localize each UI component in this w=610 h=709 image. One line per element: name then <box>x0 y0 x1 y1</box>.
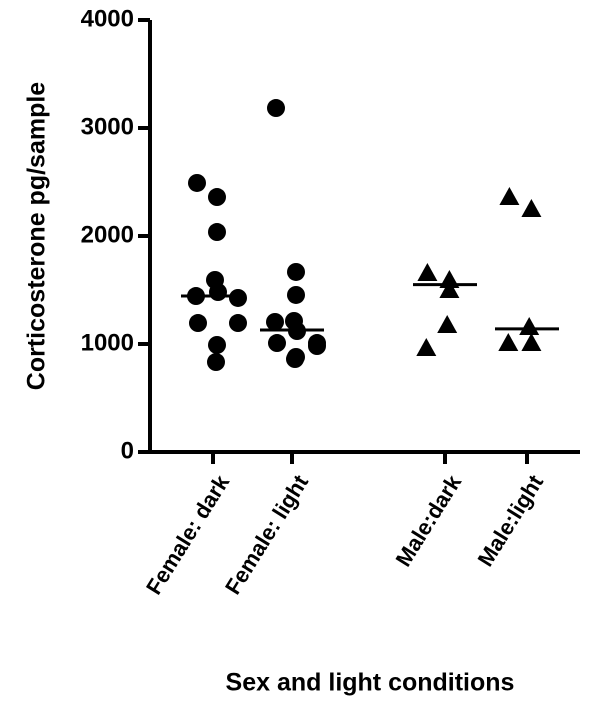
x-axis-label: Sex and light conditions <box>226 669 515 697</box>
circle-point <box>287 285 305 304</box>
circle-point <box>266 312 284 331</box>
circle-point <box>286 350 304 369</box>
y-tick-label: 0 <box>121 437 134 464</box>
triangle-point <box>519 317 540 336</box>
x-tick-label: Female: light <box>220 470 313 599</box>
circle-point <box>287 262 305 281</box>
circle-point <box>208 188 226 207</box>
triangle-point <box>417 263 438 282</box>
triangle-point <box>439 280 460 298</box>
triangle-point <box>437 314 458 333</box>
y-tick-label: 4000 <box>81 5 134 32</box>
circle-point <box>207 353 225 372</box>
triangle-point <box>521 333 542 352</box>
circle-point <box>208 223 226 242</box>
x-tick-label: Female: dark <box>141 470 235 599</box>
circle-point <box>268 334 286 353</box>
y-tick-label: 2000 <box>81 221 134 248</box>
circle-point <box>229 288 247 307</box>
circle-point <box>189 314 207 333</box>
x-tick-label: Male:dark <box>391 470 467 571</box>
y-tick-label: 3000 <box>81 113 134 140</box>
circle-point <box>209 283 227 302</box>
x-tick-label: Male:light <box>473 470 549 571</box>
triangle-point <box>521 199 542 217</box>
triangle-point <box>416 337 437 356</box>
circle-point <box>229 314 247 333</box>
circle-point <box>208 335 226 354</box>
y-axis-label: Corticosterone pg/sample <box>23 82 51 390</box>
circle-point <box>188 173 206 192</box>
triangle-point <box>499 187 520 206</box>
circle-point <box>267 99 285 118</box>
circle-point <box>308 337 326 356</box>
triangle-point <box>498 333 519 352</box>
y-tick-label: 1000 <box>81 329 134 356</box>
